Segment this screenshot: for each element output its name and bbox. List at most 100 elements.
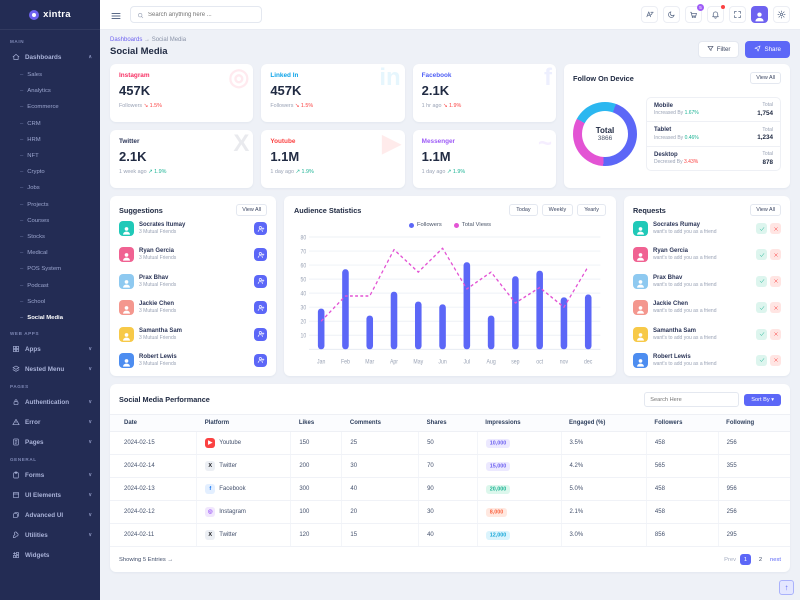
sidebar-item-projects[interactable]: – Projects bbox=[20, 201, 49, 208]
pagination-prev[interactable]: Prev bbox=[724, 556, 737, 563]
stat-card-facebook[interactable]: Facebook 2.1K 1 hr ago ↘ 1.9% f bbox=[412, 64, 556, 122]
sort-by-button[interactable]: Sort By ▾ bbox=[744, 393, 781, 406]
stat-card-messenger[interactable]: Messenger 1.1M 1 day ago ↗ 1.9% ~ bbox=[412, 130, 556, 188]
decline-request-button[interactable] bbox=[770, 249, 781, 261]
column-header-shares[interactable]: Shares bbox=[418, 414, 478, 432]
accept-request-button[interactable] bbox=[756, 249, 767, 261]
range-button-weekly[interactable]: Weekly bbox=[541, 204, 574, 216]
sidebar-item-pos-system[interactable]: – POS System bbox=[20, 266, 61, 273]
sidebar-item-nft[interactable]: – NFT bbox=[20, 153, 39, 160]
column-header-platform[interactable]: Platform bbox=[196, 414, 291, 432]
sidebar-item-analytics[interactable]: – Analytics bbox=[20, 88, 51, 95]
sidebar-item-ui-elements[interactable]: UI Elements ∨ bbox=[0, 485, 100, 505]
range-button-yearly[interactable]: Yearly bbox=[577, 204, 606, 216]
expand-icon-button[interactable] bbox=[729, 6, 746, 23]
user-avatar[interactable] bbox=[751, 6, 768, 23]
add-friend-button[interactable] bbox=[254, 327, 267, 341]
accept-request-button[interactable] bbox=[756, 354, 767, 366]
sidebar-item-advanced-ui[interactable]: Advanced UI ∨ bbox=[0, 505, 100, 525]
table-row[interactable]: 2024-02-15 ▶ Youtube 150 25 50 10,000 3.5% 458 25… bbox=[110, 431, 790, 455]
sidebar-item-school[interactable]: – School bbox=[20, 298, 46, 305]
global-search[interactable] bbox=[130, 6, 262, 23]
table-row[interactable]: 2024-02-13 f Facebook 300 40 90 20,000 5.0% 458 9… bbox=[110, 477, 790, 501]
column-header-likes[interactable]: Likes bbox=[290, 414, 342, 432]
column-header-following[interactable]: Following bbox=[718, 414, 790, 432]
follow-on-device-panel: Follow On Device View All Total 3866 Mob… bbox=[563, 64, 790, 188]
cart-icon-button[interactable]: 5 bbox=[685, 4, 704, 23]
decline-request-button[interactable] bbox=[770, 354, 781, 366]
sidebar-nav: MAIN Dashboards ∧ – Sales – Analytics – Ecommerc… bbox=[0, 30, 100, 565]
menu-toggle-icon[interactable] bbox=[110, 9, 122, 21]
column-header-date[interactable]: Date bbox=[110, 414, 197, 432]
add-friend-button[interactable] bbox=[254, 248, 267, 262]
column-header-comments[interactable]: Comments bbox=[341, 414, 419, 432]
bell-icon-button[interactable] bbox=[707, 5, 725, 23]
sidebar-item-apps[interactable]: Apps ∨ bbox=[0, 339, 100, 359]
sidebar-item-hrm[interactable]: – HRM bbox=[20, 136, 41, 143]
sidebar-item-utilities[interactable]: Utilities ∨ bbox=[0, 525, 100, 545]
add-friend-button[interactable] bbox=[254, 222, 267, 235]
table-row[interactable]: 2024-02-11 X Twitter 120 15 40 12,000 3.0% 856 29… bbox=[110, 523, 790, 547]
requests-view-all-button[interactable]: View All bbox=[750, 204, 781, 216]
sidebar-item-social-media[interactable]: – Social Media bbox=[20, 314, 63, 321]
decline-request-button[interactable] bbox=[770, 223, 781, 234]
range-button-today[interactable]: Today bbox=[509, 204, 538, 216]
table-row[interactable]: 2024-02-14 X Twitter 200 30 70 15,000 4.2% 565 35… bbox=[110, 454, 790, 478]
moon-icon-button[interactable] bbox=[663, 6, 680, 23]
column-header-followers[interactable]: Followers bbox=[646, 414, 719, 432]
accept-request-button[interactable] bbox=[756, 223, 767, 234]
sidebar-item-ecommerce[interactable]: – Ecommerce bbox=[20, 104, 59, 111]
settings-icon-button[interactable] bbox=[773, 6, 790, 23]
device-list: Mobile Increased By 1.67% Total 1,754 Tablet… bbox=[645, 96, 781, 172]
sidebar-item-podcast[interactable]: – Podcast bbox=[20, 282, 49, 289]
sidebar-item-courses[interactable]: – Courses bbox=[20, 217, 50, 224]
filter-button[interactable]: Filter bbox=[697, 41, 740, 58]
stat-card-linked-in[interactable]: Linked In 457K Followers ↘ 1.5% in bbox=[261, 64, 405, 122]
scroll-to-top-button[interactable]: ↑ bbox=[779, 580, 794, 595]
stat-card-instagram[interactable]: Instagram 457K Followers ↘ 1.5% ◎ bbox=[110, 64, 254, 122]
column-header-engaged-[interactable]: Engaged (%) bbox=[561, 414, 647, 432]
sidebar-item-widgets[interactable]: Widgets bbox=[0, 545, 100, 565]
sidebar-item-forms[interactable]: Forms ∨ bbox=[0, 465, 100, 485]
stat-card-twitter[interactable]: Twitter 2.1K 1 week ago ↗ 1.9% X bbox=[110, 130, 254, 188]
stat-value: 1.1M bbox=[270, 149, 300, 164]
share-button[interactable]: Share bbox=[745, 41, 790, 58]
search-input[interactable] bbox=[148, 11, 255, 18]
device-view-all-button[interactable]: View All bbox=[750, 72, 781, 84]
pagination-next[interactable]: next bbox=[770, 556, 781, 563]
sidebar-item-stocks[interactable]: – Stocks bbox=[20, 233, 45, 240]
pagination-page-2[interactable]: 2 bbox=[758, 556, 763, 563]
language-icon-button[interactable] bbox=[641, 6, 658, 23]
stat-card-youtube[interactable]: Youtube 1.1M 1 day ago ↗ 1.9% ▶ bbox=[261, 130, 405, 188]
add-friend-button[interactable] bbox=[254, 353, 267, 367]
app-logo[interactable]: xintra bbox=[0, 0, 100, 30]
stat-column-1: Instagram 457K Followers ↘ 1.5% ◎ Twitter 2.1… bbox=[110, 64, 254, 188]
pagination-page-1[interactable]: 1 bbox=[740, 554, 752, 565]
add-friend-button[interactable] bbox=[254, 301, 267, 315]
sidebar-item-pages[interactable]: Pages ∨ bbox=[0, 432, 100, 452]
facebook-watermark-icon: f bbox=[543, 64, 552, 91]
sidebar-item-nested-menu[interactable]: Nested Menu ∨ bbox=[0, 359, 100, 379]
table-row[interactable]: 2024-02-12 ◎ Instagram 100 20 30 8,000 2.1% 458 2… bbox=[110, 500, 790, 524]
accept-request-button[interactable] bbox=[756, 328, 767, 340]
sidebar-item-error[interactable]: Error ∨ bbox=[0, 412, 100, 432]
sidebar-item-sales[interactable]: – Sales bbox=[20, 72, 43, 79]
sidebar-item-medical[interactable]: – Medical bbox=[20, 250, 48, 257]
breadcrumb-parent[interactable]: Dashboards bbox=[110, 37, 143, 43]
accept-request-button[interactable] bbox=[756, 302, 767, 314]
column-header-impressions[interactable]: Impressions bbox=[477, 414, 562, 432]
sidebar-item-crypto[interactable]: – Crypto bbox=[20, 169, 45, 176]
decline-request-button[interactable] bbox=[770, 275, 781, 287]
sidebar-item-crm[interactable]: – CRM bbox=[20, 120, 41, 127]
sidebar-item-dashboards[interactable]: Dashboards ∧ bbox=[0, 47, 100, 67]
chevron-down-icon: ∨ bbox=[88, 532, 92, 538]
decline-request-button[interactable] bbox=[770, 302, 781, 314]
sidebar-item-jobs[interactable]: – Jobs bbox=[20, 185, 40, 192]
table-search-input[interactable] bbox=[644, 392, 740, 407]
chart-range-buttons: Today Weekly Yearly bbox=[509, 204, 606, 216]
suggestions-view-all-button[interactable]: View All bbox=[236, 204, 267, 216]
accept-request-button[interactable] bbox=[756, 275, 767, 287]
decline-request-button[interactable] bbox=[770, 328, 781, 340]
sidebar-item-authentication[interactable]: Authentication ∨ bbox=[0, 392, 100, 412]
add-friend-button[interactable] bbox=[254, 274, 267, 288]
